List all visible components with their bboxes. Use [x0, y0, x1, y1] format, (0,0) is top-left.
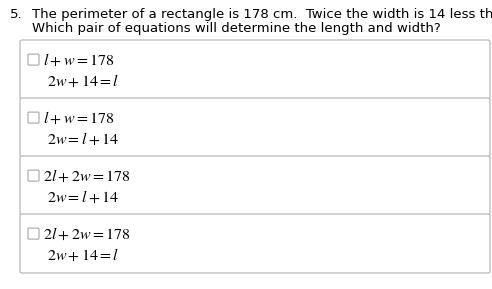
Text: $2w=l+14$: $2w=l+14$ [47, 130, 119, 147]
Text: $2w+14=l$: $2w+14=l$ [47, 247, 119, 263]
FancyBboxPatch shape [20, 156, 490, 215]
FancyBboxPatch shape [20, 214, 490, 273]
Text: Which pair of equations will determine the length and width?: Which pair of equations will determine t… [32, 22, 441, 35]
Text: $2l+2w=178$: $2l+2w=178$ [43, 168, 130, 184]
Text: $2w+14=l$: $2w+14=l$ [47, 73, 119, 89]
FancyBboxPatch shape [28, 112, 39, 123]
FancyBboxPatch shape [20, 98, 490, 157]
FancyBboxPatch shape [28, 170, 39, 181]
Text: $2w=l+14$: $2w=l+14$ [47, 188, 119, 205]
Text: The perimeter of a rectangle is 178 cm.  Twice the width is 14 less than the len: The perimeter of a rectangle is 178 cm. … [32, 8, 492, 21]
FancyBboxPatch shape [28, 228, 39, 239]
Text: $l+w=178$: $l+w=178$ [43, 110, 115, 126]
FancyBboxPatch shape [28, 54, 39, 65]
FancyBboxPatch shape [20, 40, 490, 99]
Text: $l+w=178$: $l+w=178$ [43, 51, 115, 68]
Text: 5.: 5. [10, 8, 23, 21]
Text: $2l+2w=178$: $2l+2w=178$ [43, 225, 130, 242]
